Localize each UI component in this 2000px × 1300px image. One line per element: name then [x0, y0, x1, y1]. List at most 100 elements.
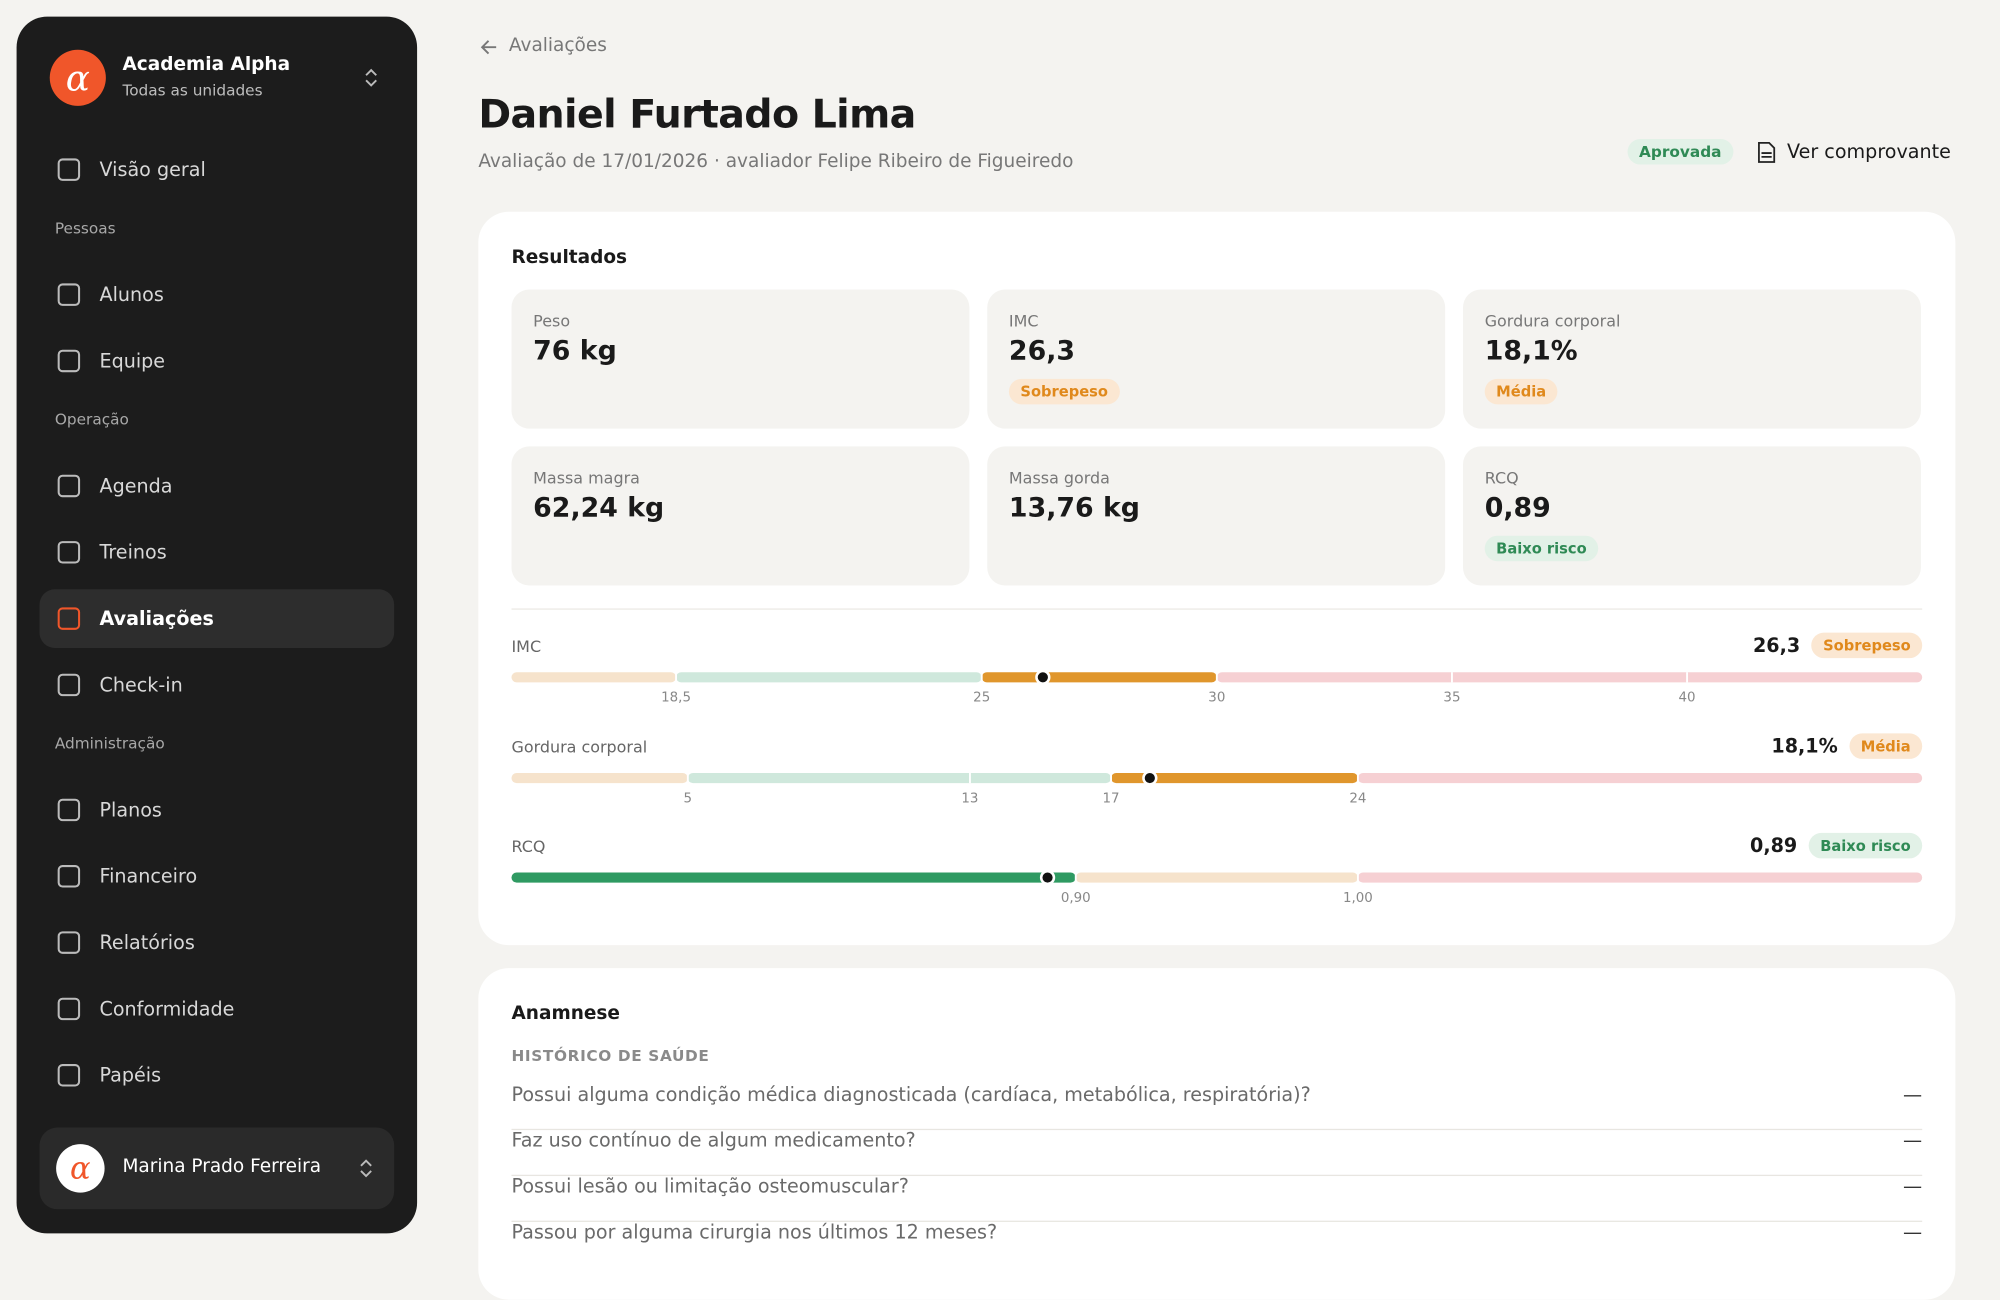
- user-card[interactable]: α Marina Prado Ferreira: [39, 1127, 395, 1210]
- user-name: Marina Prado Ferreira: [122, 1156, 322, 1178]
- metric-value: 0,89: [1484, 492, 1551, 523]
- gauge-tick-label: 0,90: [1060, 890, 1091, 906]
- gauge-result: 0,89 Baixo risco: [1750, 832, 1923, 859]
- nav-item[interactable]: Treinos: [40, 523, 395, 582]
- metric-label: Gordura corporal: [1484, 311, 1621, 331]
- gauge-label: RCQ: [511, 836, 546, 856]
- metric-value: 13,76 kg: [1008, 492, 1140, 523]
- nav-icon: [57, 541, 81, 564]
- back-link[interactable]: Avaliações: [508, 35, 607, 57]
- gauge-marker: [1035, 669, 1051, 685]
- nav-label: Visão geral: [99, 158, 206, 182]
- question-text: Possui alguma condição médica diagnostic…: [511, 1082, 1311, 1106]
- gauge-label: Gordura corporal: [511, 736, 648, 756]
- nav-icon: [57, 798, 81, 822]
- question-text: Possui lesão ou limitação osteomuscular?: [511, 1174, 909, 1198]
- gauge-tick-label: 17: [1102, 790, 1120, 806]
- metric-tile: Massa gorda 13,76 kg: [987, 446, 1446, 586]
- nav-icon: [57, 997, 81, 1021]
- gauge-marker: [1039, 869, 1056, 886]
- nav-icon-shape: [57, 349, 81, 373]
- gauge-bar: [511, 769, 1923, 786]
- results-title: Resultados: [511, 247, 628, 268]
- back-arrow[interactable]: [480, 38, 498, 56]
- gauge-bar: [511, 669, 1923, 685]
- gauge-tick-label: 35: [1443, 690, 1461, 706]
- question-row: Faz uso contínuo de algum medicamento? —: [511, 1128, 1923, 1177]
- nav-icon-shape: [57, 931, 81, 954]
- gauge-status: Média: [1849, 732, 1923, 759]
- nav-group-title: Operação: [54, 410, 129, 429]
- brand-logo: α: [49, 49, 106, 106]
- gauge-tick-label: 40: [1678, 690, 1696, 706]
- nav-label: Agenda: [99, 474, 173, 498]
- gauge-segment: [687, 772, 1112, 783]
- nav-icon-shape: [57, 1064, 81, 1087]
- nav-icon-shape: [57, 798, 81, 822]
- nav-item[interactable]: Equipe: [40, 332, 395, 391]
- metric-value: 76 kg: [533, 335, 617, 367]
- gauge: RCQ 0,89 Baixo risco 0,90 1,00: [511, 832, 1923, 936]
- metric-tile: IMC 26,3 Sobrepeso: [987, 289, 1446, 429]
- section-title: HISTÓRICO DE SAÚDE: [511, 1047, 710, 1066]
- nav-item[interactable]: Alunos: [40, 265, 395, 324]
- gauge-tick-label: 25: [973, 690, 991, 706]
- nav-icon-shape: [57, 158, 81, 181]
- nav-label: Equipe: [99, 349, 166, 373]
- nav-label: Conformidade: [99, 997, 235, 1021]
- nav-item[interactable]: Planos: [40, 781, 395, 840]
- status-badge: Aprovada: [1627, 139, 1733, 165]
- nav-item[interactable]: Agenda: [40, 457, 395, 516]
- nav-item[interactable]: Papéis: [40, 1046, 395, 1105]
- metric-tile: Gordura corporal 18,1% Média: [1463, 289, 1921, 429]
- nav-item[interactable]: Conformidade: [40, 980, 395, 1039]
- nav-icon: [57, 283, 81, 306]
- nav-label: Papéis: [99, 1063, 162, 1087]
- brand-name: Academia Alpha: [122, 54, 291, 76]
- gauge-segment: [511, 772, 688, 783]
- page-subtitle: Avaliação de 17/01/2026 · avaliador Feli…: [478, 151, 1074, 173]
- gauge-value: 18,1%: [1771, 734, 1838, 758]
- metric-badge: Média: [1484, 378, 1558, 405]
- nav-icon-shape: [57, 997, 81, 1021]
- gauge-segment: [676, 672, 982, 683]
- nav-icon: [57, 931, 81, 954]
- nav-icon: [57, 158, 81, 181]
- gauge-bar: [511, 869, 1923, 886]
- nav-icon-shape: [57, 673, 81, 697]
- brand-switch[interactable]: [364, 68, 379, 88]
- receipt-button[interactable]: Ver comprovante: [1786, 140, 1951, 164]
- brand-subtitle: Todas as unidades: [122, 81, 263, 100]
- gauge-label: IMC: [511, 636, 542, 656]
- metric-label: RCQ: [1484, 468, 1519, 488]
- question-answer: —: [1903, 1128, 1923, 1152]
- metric-label: IMC: [1008, 311, 1039, 331]
- gauge: Gordura corporal 18,1% Média 5 13 17 24: [511, 732, 1923, 836]
- nav-item[interactable]: Check-in: [40, 656, 395, 715]
- nav-icon: [57, 1064, 81, 1087]
- nav-icon-shape: [57, 607, 81, 630]
- question-text: Passou por alguma cirurgia nos últimos 1…: [511, 1220, 998, 1244]
- metric-label: Massa gorda: [1008, 468, 1110, 488]
- metric-tile: Peso 76 kg: [511, 289, 970, 429]
- nav-label: Check-in: [99, 673, 183, 697]
- question-answer: —: [1903, 1220, 1923, 1244]
- nav-label: Financeiro: [99, 864, 198, 888]
- nav-icon: [57, 349, 81, 373]
- nav-item[interactable]: Financeiro: [40, 847, 395, 906]
- metric-value: 18,1%: [1484, 335, 1578, 367]
- nav-label: Alunos: [99, 283, 164, 307]
- gauge: IMC 26,3 Sobrepeso 18,5 25 30 35 40: [511, 632, 1923, 736]
- gauge-tick-label: 30: [1208, 690, 1226, 706]
- user-menu: [360, 1159, 372, 1178]
- nav-label: Treinos: [99, 540, 167, 564]
- nav-item[interactable]: Avaliações: [39, 589, 395, 648]
- gauge-result: 18,1% Média: [1771, 732, 1923, 759]
- gauge-segment: [511, 672, 677, 683]
- nav-item[interactable]: Relatórios: [40, 913, 395, 972]
- question-answer: —: [1903, 1082, 1923, 1106]
- divider: [511, 608, 1923, 610]
- nav-item[interactable]: Visão geral: [40, 140, 395, 199]
- gauge-segment: [1075, 872, 1358, 883]
- question-answer: —: [1903, 1174, 1923, 1198]
